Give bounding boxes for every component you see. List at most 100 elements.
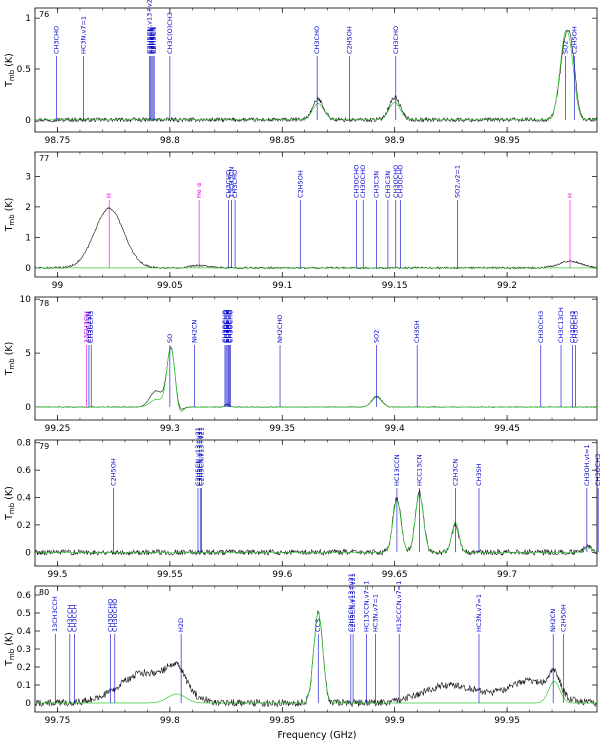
x-tick-label: 99.45 <box>494 424 520 434</box>
line-label: CH3OCHO <box>225 310 233 343</box>
line-label: HC13CCN,v7=1 <box>363 581 371 632</box>
line-label: NH2CHO <box>276 315 284 343</box>
panel-76: 76 Tmb (K) 98.75 98.8 98.85 98.9 98.95 0 0.5 1 CH3… <box>4 0 598 146</box>
line-label: NH2CN <box>191 320 199 343</box>
line-label: C2H5CN,v13+v21 <box>349 573 357 632</box>
x-tick-label: 99.1 <box>272 281 292 291</box>
panel-78: 78 Tmb (K) 99.25 99.3 99.35 99.4 99.45 0 5 10 13CH… <box>4 295 598 434</box>
line-label: HC3N,v7=1 <box>79 16 87 54</box>
line-label: C2H5OH <box>571 26 579 54</box>
line-label: C2H5CN,v13+v21 <box>194 427 202 486</box>
y-tick-label: 0.6 <box>17 466 32 476</box>
y-axis-title: Tmb (K) <box>4 342 16 377</box>
x-tick-label: 99.4 <box>385 424 405 434</box>
line-label: SO2,v2=1 <box>454 165 462 198</box>
line-label: 13CH3CN <box>228 167 236 198</box>
y-tick-label: 3 <box>25 172 31 182</box>
y-tick-label: 0 <box>25 699 31 709</box>
panel-79: 79 Tmb (K) 99.5 99.55 99.6 99.65 99.7 0 0.2 0.4 0.… <box>4 427 600 580</box>
line-label: C2H5OH <box>296 170 304 198</box>
y-tick-label: 1 <box>25 233 31 243</box>
line-label: CH3OCHO <box>227 310 235 343</box>
y-tick-label: 0.2 <box>17 521 31 531</box>
line-label: CH3OCHO <box>352 165 360 198</box>
x-tick-label: 99.8 <box>160 716 180 726</box>
line-label: CH3C(O)CH3 <box>166 12 174 54</box>
observed-spectrum <box>35 347 597 410</box>
line-label: CH3CCH <box>70 604 78 632</box>
line-label: C2H5CN,v13+v21 <box>347 573 355 632</box>
x-tick-label: 98.75 <box>45 136 71 146</box>
line-label: CH3CHO <box>52 26 60 54</box>
line-label: CH3C3N <box>373 171 381 198</box>
line-label: CH3OCH3 <box>568 311 576 343</box>
panels-group: 76 Tmb (K) 98.75 98.8 98.85 98.9 98.95 0 0.5 1 CH3… <box>4 0 600 726</box>
x-tick-label: 98.85 <box>269 136 295 146</box>
model-spectrum <box>35 346 597 412</box>
line-label: 13CH3CCH <box>51 596 59 632</box>
y-tick-label: 0.5 <box>17 609 31 619</box>
panel-id: 79 <box>39 442 49 451</box>
x-tick-label: 99.65 <box>382 570 408 580</box>
x-tick-label: 99.3 <box>160 424 180 434</box>
line-label: CH3OCHO <box>396 165 404 198</box>
y-axis-title: Tmb (K) <box>4 632 16 667</box>
line-label: CH3OCHO <box>111 599 119 632</box>
y-tick-label: 0.3 <box>17 645 31 655</box>
panel-id: 77 <box>39 154 49 163</box>
line-label: CH3OCHO <box>223 310 231 343</box>
line-label: SO2 <box>562 41 570 54</box>
panel-77: 77 Tmb (K) 99 99.05 99.1 99.15 99.2 0 1 2 3 H He α CH… <box>4 151 598 291</box>
panel-id: 76 <box>39 10 49 19</box>
x-tick-label: 99.7 <box>497 570 517 580</box>
line-label: C2H5OH <box>559 604 567 632</box>
line-label: 13CH3OH <box>83 311 91 343</box>
line-label: CH3CHO <box>224 170 232 198</box>
line-label: C2H5CN,v13+v21 <box>197 427 205 486</box>
line-label: CH3OCHO <box>392 165 400 198</box>
line-label: H13CCCN,v7=1 <box>395 581 403 632</box>
x-tick-label: 99 <box>52 281 64 291</box>
x-tick-label: 99.05 <box>157 281 183 291</box>
panel-frame <box>34 7 598 133</box>
line-label: C2H5CN <box>149 27 157 54</box>
x-tick-label: 99.55 <box>157 570 183 580</box>
y-tick-label: 0 <box>25 403 31 413</box>
line-label: C2H5CN <box>147 27 155 54</box>
line-label: CH3CHO <box>392 26 400 54</box>
y-tick-label: 0.2 <box>17 663 31 673</box>
x-tick-label: 99.2 <box>497 281 517 291</box>
y-tick-label: 0.6 <box>17 591 32 601</box>
observed-spectrum <box>35 29 597 123</box>
x-tick-label: 99.6 <box>272 570 292 580</box>
line-label: NH2CN <box>549 609 557 632</box>
line-label: SO2 <box>373 330 381 343</box>
line-label: CH3OCHO <box>359 165 367 198</box>
line-label: CH3C13CH <box>557 307 565 343</box>
y-tick-label: 0.1 <box>17 681 31 691</box>
line-label: CH3CHO <box>231 170 239 198</box>
x-tick-label: 98.9 <box>385 136 405 146</box>
line-label: CH3C15N <box>85 312 93 343</box>
y-tick-label: 2 <box>25 203 31 213</box>
y-tick-label: 0.4 <box>17 494 32 504</box>
line-label: He α <box>195 183 203 198</box>
line-label: CH3SH <box>475 463 483 486</box>
model-spectrum <box>35 612 597 704</box>
x-tick-label: 99.35 <box>269 424 295 434</box>
line-label: CH3OCHO <box>224 310 232 343</box>
y-axis-title: Tmb (K) <box>4 198 16 233</box>
line-label: CH3OCHO <box>221 310 229 343</box>
y-tick-label: 10 <box>20 295 32 305</box>
x-tick-label: 98.8 <box>160 136 180 146</box>
line-label: C2H5CN <box>148 27 156 54</box>
line-label: CH3SH <box>413 320 421 343</box>
line-label: C2H5CN,v13+v21 <box>146 0 154 54</box>
x-tick-label: 99.25 <box>45 424 71 434</box>
x-tick-label: 99.95 <box>494 716 520 726</box>
line-label: C2H5CN,v13+v21 <box>196 427 204 486</box>
y-tick-label: 0.5 <box>17 65 31 75</box>
panel-frame <box>34 296 598 421</box>
panel-id: 80 <box>39 588 49 597</box>
x-tick-label: 99.85 <box>269 716 295 726</box>
